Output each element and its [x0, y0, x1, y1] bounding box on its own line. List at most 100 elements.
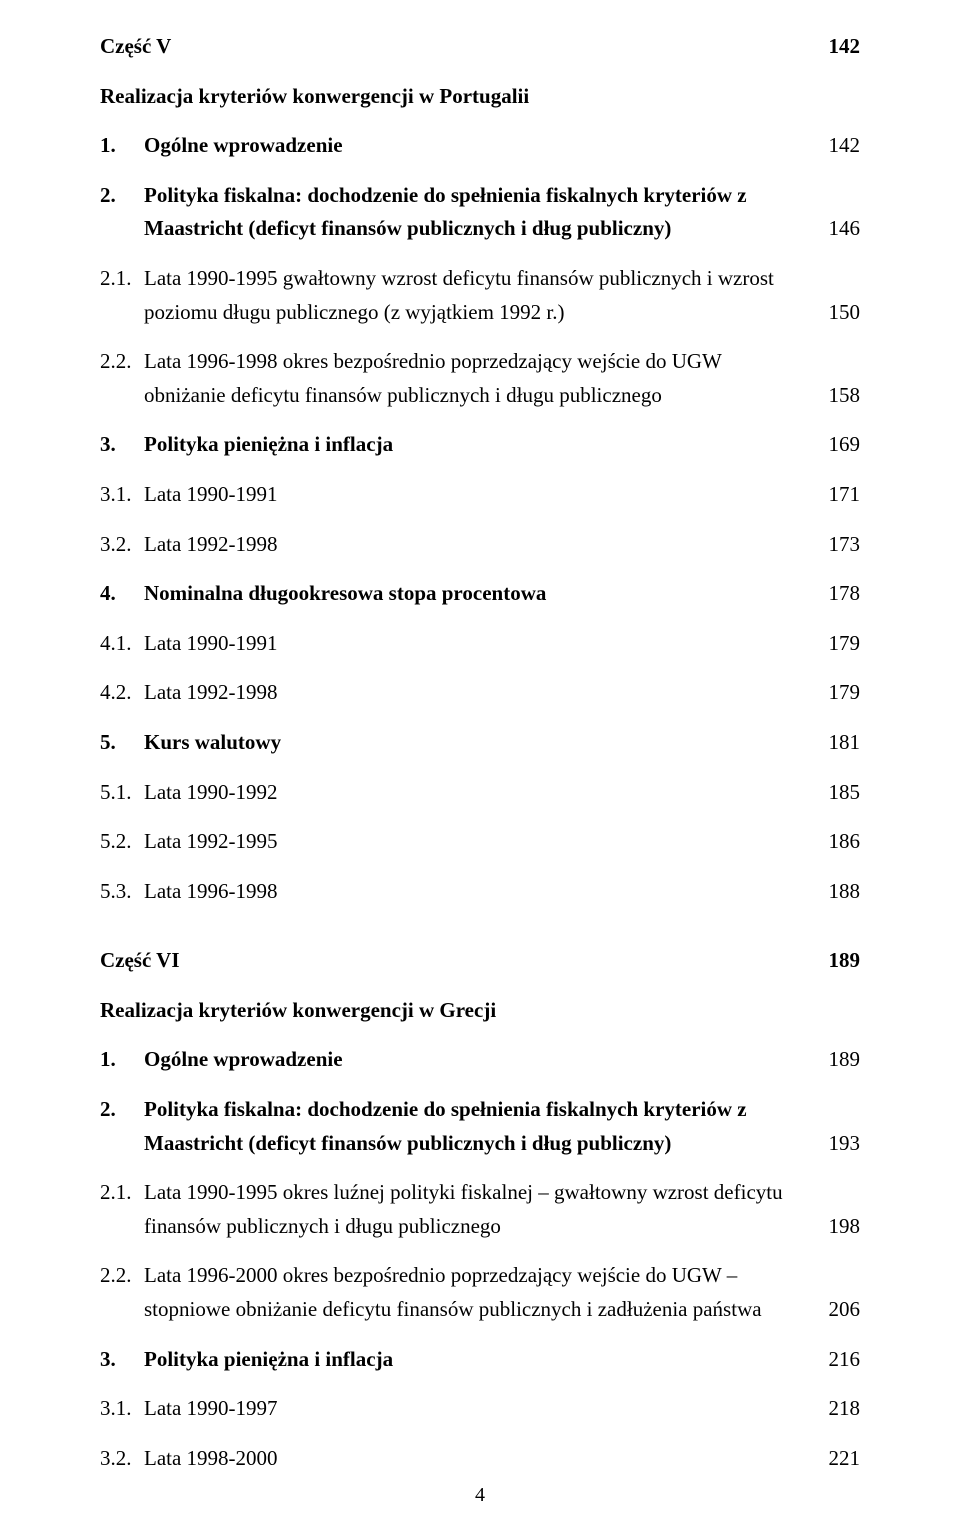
part6-subheading: Realizacja kryteriów konwergencji w Grec… — [100, 998, 496, 1022]
toc-page: 221 — [810, 1442, 860, 1476]
toc-page: 150 — [810, 296, 860, 330]
toc-text-line2: obniżanie deficytu finansów publicznych … — [144, 383, 662, 407]
toc-entry: 2.1. Lata 1990-1995 gwałtowny wzrost def… — [100, 262, 860, 329]
toc-entry: 2. Polityka fiskalna: dochodzenie do spe… — [100, 179, 860, 246]
part5-heading-row: Część V 142 — [100, 30, 860, 64]
page-number: 4 — [0, 1484, 960, 1507]
toc-text-line2: finansów publicznych i długu publicznego — [144, 1214, 501, 1238]
toc-text: Nominalna długookresowa stopa procentowa — [144, 577, 790, 611]
toc-entry: 3.2. Lata 1992-1998 173 — [100, 528, 860, 562]
toc-num: 3. — [100, 1343, 144, 1377]
toc-entry: 5.3. Lata 1996-1998 188 — [100, 875, 860, 909]
toc-text-line1: Lata 1996-2000 okres bezpośrednio poprze… — [144, 1263, 737, 1287]
part5-subheading-row: Realizacja kryteriów konwergencji w Port… — [100, 80, 860, 114]
toc-text: Lata 1992-1998 — [144, 676, 790, 710]
toc-text-line2: Maastricht (deficyt finansów publicznych… — [144, 1131, 671, 1155]
toc-text: Lata 1998-2000 — [144, 1442, 790, 1476]
toc-entry: 3.1. Lata 1990-1997 218 — [100, 1392, 860, 1426]
toc-num: 5.1. — [100, 776, 144, 810]
toc-page: 179 — [810, 676, 860, 710]
toc-text-line2: Maastricht (deficyt finansów publicznych… — [144, 216, 671, 240]
part6-heading: Część VI — [100, 948, 180, 972]
toc-entry: 2.2. Lata 1996-2000 okres bezpośrednio p… — [100, 1259, 860, 1326]
toc-page: 206 — [810, 1293, 860, 1327]
toc-num: 2. — [100, 1093, 144, 1160]
toc-page: 179 — [810, 627, 860, 661]
toc-page: 181 — [810, 726, 860, 760]
toc-page: 185 — [810, 776, 860, 810]
toc-entry: 4. Nominalna długookresowa stopa procent… — [100, 577, 860, 611]
toc-num: 4. — [100, 577, 144, 611]
part6-heading-row: Część VI 189 — [100, 944, 860, 978]
toc-page: 216 — [810, 1343, 860, 1377]
toc-page: 158 — [810, 379, 860, 413]
toc-page: 171 — [810, 478, 860, 512]
toc-entry: 3.2. Lata 1998-2000 221 — [100, 1442, 860, 1476]
toc-num: 2.2. — [100, 1259, 144, 1326]
toc-num: 2.2. — [100, 345, 144, 412]
toc-text: Lata 1990-1992 — [144, 776, 790, 810]
toc-page: 218 — [810, 1392, 860, 1426]
toc-num: 4.2. — [100, 676, 144, 710]
document-page: Część V 142 Realizacja kryteriów konwerg… — [0, 0, 960, 1531]
part5-subheading: Realizacja kryteriów konwergencji w Port… — [100, 84, 529, 108]
toc-text: Kurs walutowy — [144, 726, 790, 760]
toc-entry: 1. Ogólne wprowadzenie 142 — [100, 129, 860, 163]
toc-text: Ogólne wprowadzenie — [144, 129, 790, 163]
toc-num: 4.1. — [100, 627, 144, 661]
toc-text: Lata 1996-1998 — [144, 875, 790, 909]
part6-subheading-row: Realizacja kryteriów konwergencji w Grec… — [100, 994, 860, 1028]
toc-num: 5.2. — [100, 825, 144, 859]
toc-num: 2. — [100, 179, 144, 246]
toc-text: Lata 1990-1991 — [144, 627, 790, 661]
toc-text-line1: Lata 1990-1995 okres luźnej polityki fis… — [144, 1180, 783, 1204]
toc-num: 3.1. — [100, 478, 144, 512]
toc-num: 1. — [100, 129, 144, 163]
toc-page: 146 — [810, 212, 860, 246]
toc-text: Polityka pieniężna i inflacja — [144, 1343, 790, 1377]
toc-text: Lata 1990-1997 — [144, 1392, 790, 1426]
toc-num: 3.1. — [100, 1392, 144, 1426]
toc-text-line1: Lata 1990-1995 gwałtowny wzrost deficytu… — [144, 266, 774, 290]
toc-text-line2: poziomu długu publicznego (z wyjątkiem 1… — [144, 300, 565, 324]
toc-text: Lata 1992-1995 — [144, 825, 790, 859]
toc-page: 188 — [810, 875, 860, 909]
toc-entry: 3.1. Lata 1990-1991 171 — [100, 478, 860, 512]
toc-page: 142 — [810, 129, 860, 163]
toc-num: 1. — [100, 1043, 144, 1077]
toc-entry: 2. Polityka fiskalna: dochodzenie do spe… — [100, 1093, 860, 1160]
toc-num: 5. — [100, 726, 144, 760]
toc-text: Ogólne wprowadzenie — [144, 1043, 790, 1077]
part5-heading-page: 142 — [810, 30, 860, 64]
toc-entry: 4.2. Lata 1992-1998 179 — [100, 676, 860, 710]
part5-heading: Część V — [100, 34, 171, 58]
toc-entry: 5. Kurs walutowy 181 — [100, 726, 860, 760]
toc-text-line1: Polityka fiskalna: dochodzenie do spełni… — [144, 1097, 747, 1121]
toc-entry: 5.2. Lata 1992-1995 186 — [100, 825, 860, 859]
toc-entry: 1. Ogólne wprowadzenie 189 — [100, 1043, 860, 1077]
toc-text: Lata 1990-1991 — [144, 478, 790, 512]
toc-page: 186 — [810, 825, 860, 859]
toc-text-line1: Lata 1996-1998 okres bezpośrednio poprze… — [144, 349, 722, 373]
toc-text: Lata 1992-1998 — [144, 528, 790, 562]
toc-text-line2: stopniowe obniżanie deficytu finansów pu… — [144, 1297, 762, 1321]
toc-page: 169 — [810, 428, 860, 462]
toc-entry: 2.1. Lata 1990-1995 okres luźnej polityk… — [100, 1176, 860, 1243]
toc-page: 198 — [810, 1210, 860, 1244]
toc-num: 2.1. — [100, 1176, 144, 1243]
toc-page: 173 — [810, 528, 860, 562]
part6-heading-page: 189 — [810, 944, 860, 978]
toc-page: 189 — [810, 1043, 860, 1077]
toc-num: 3. — [100, 428, 144, 462]
toc-num: 5.3. — [100, 875, 144, 909]
toc-num: 3.2. — [100, 1442, 144, 1476]
toc-page: 193 — [810, 1127, 860, 1161]
toc-entry: 3. Polityka pieniężna i inflacja 169 — [100, 428, 860, 462]
toc-num: 3.2. — [100, 528, 144, 562]
toc-entry: 3. Polityka pieniężna i inflacja 216 — [100, 1343, 860, 1377]
toc-entry: 2.2. Lata 1996-1998 okres bezpośrednio p… — [100, 345, 860, 412]
toc-entry: 5.1. Lata 1990-1992 185 — [100, 776, 860, 810]
toc-text-line1: Polityka fiskalna: dochodzenie do spełni… — [144, 183, 747, 207]
toc-page: 178 — [810, 577, 860, 611]
toc-entry: 4.1. Lata 1990-1991 179 — [100, 627, 860, 661]
